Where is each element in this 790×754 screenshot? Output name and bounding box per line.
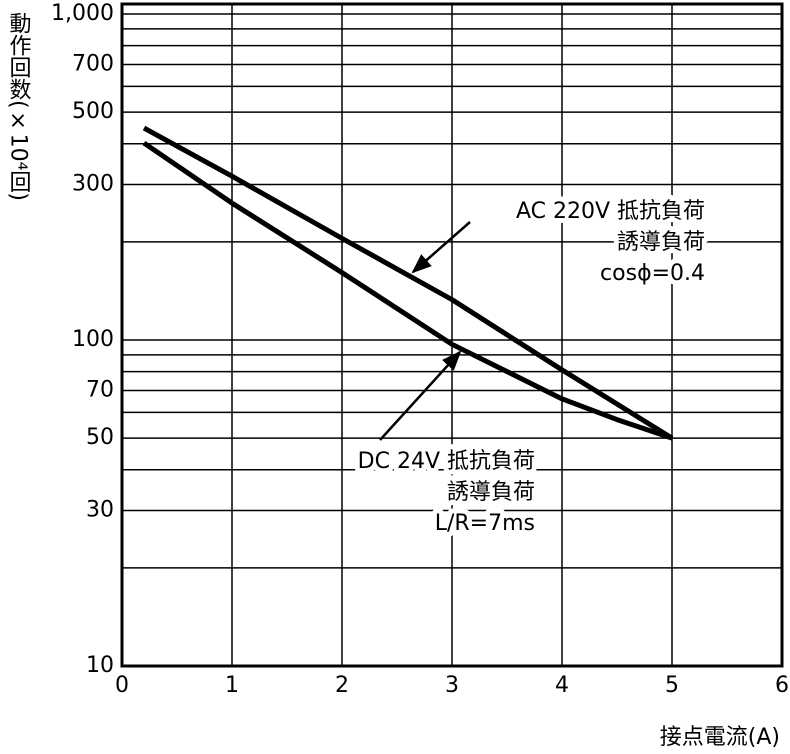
x-tick-label: 3	[445, 673, 459, 698]
arrow	[379, 350, 462, 441]
y-tick-label: 1,000	[51, 1, 114, 26]
curves	[142, 125, 674, 441]
y-tick-label: 300	[72, 171, 114, 196]
x-tick-label: 6	[775, 673, 789, 698]
x-tick-label: 2	[335, 673, 349, 698]
y-tick-label: 30	[86, 497, 114, 522]
y-tick-label: 100	[72, 327, 114, 352]
y-tick-label: 500	[72, 99, 114, 124]
plot-frame	[120, 2, 784, 668]
annotation: 誘導負荷	[617, 230, 705, 255]
x-tick-label: 4	[555, 673, 569, 698]
annotation: cosϕ=0.4	[600, 261, 705, 286]
annotation: 誘導負荷	[447, 480, 535, 505]
y-tick-label: 70	[86, 377, 114, 402]
x-tick-label: 5	[665, 673, 679, 698]
line-series	[142, 140, 673, 441]
y-tick-label: 10	[86, 653, 114, 678]
x-tick-label: 1	[225, 673, 239, 698]
x-tick-label: 0	[115, 673, 129, 698]
annotation: AC 220V 抵抗負荷	[516, 199, 705, 224]
y-axis-label: 動作回数(×10⁴回)	[6, 12, 32, 201]
grid	[121, 4, 783, 667]
arrow	[411, 221, 471, 274]
annotation: L/R=7ms	[435, 511, 535, 536]
annotation: DC 24V 抵抗負荷	[358, 449, 535, 474]
y-tick-label: 50	[86, 425, 114, 450]
y-tick-label: 700	[72, 51, 114, 76]
x-axis-label: 接点電流(A)	[660, 725, 780, 750]
line-series	[142, 125, 674, 441]
